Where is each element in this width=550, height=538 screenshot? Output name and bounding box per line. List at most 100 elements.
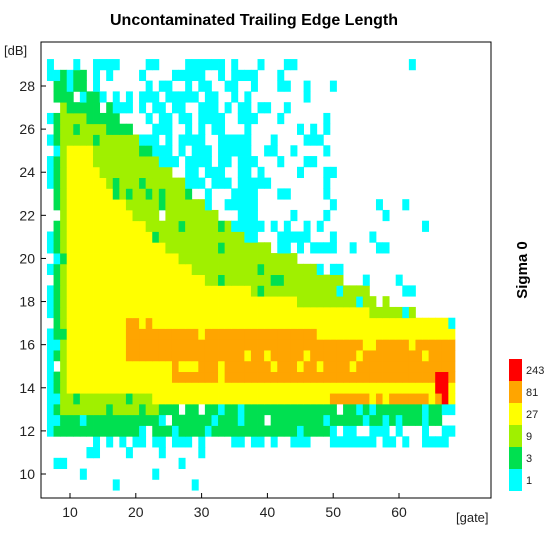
heatmap-cell (290, 231, 298, 243)
heatmap-cell (356, 350, 364, 362)
heatmap-cell (53, 263, 61, 276)
heatmap-cell (73, 350, 81, 362)
heatmap-cell (158, 306, 166, 319)
heatmap-cell (46, 134, 54, 146)
heatmap-cell (277, 242, 285, 254)
heatmap-cell (369, 339, 377, 351)
heatmap-cell (198, 209, 206, 222)
heatmap-cell (119, 145, 127, 157)
heatmap-cell (79, 360, 87, 373)
heatmap-cell (191, 317, 199, 329)
heatmap-cell (191, 253, 199, 265)
heatmap-cell (79, 382, 87, 394)
heatmap-cell (112, 393, 120, 405)
heatmap-cell (297, 382, 304, 394)
heatmap-cell (389, 414, 397, 426)
heatmap-cell (356, 382, 364, 394)
heatmap-cell (389, 328, 397, 340)
heatmap-cell (218, 328, 226, 340)
heatmap-cell (93, 69, 101, 82)
heatmap-cell (448, 328, 456, 340)
heatmap-cell (112, 328, 120, 340)
heatmap-cell (93, 317, 101, 329)
heatmap-cell (112, 199, 120, 211)
x-tick-label: 50 (325, 504, 341, 520)
heatmap-cell (204, 317, 212, 329)
heatmap-cell (165, 123, 173, 135)
heatmap-cell (204, 306, 212, 319)
heatmap-cell (99, 166, 107, 179)
heatmap-cell (93, 199, 101, 211)
heatmap-cell (244, 425, 252, 437)
heatmap-cell (375, 371, 383, 383)
heatmap-cell (211, 112, 219, 125)
heatmap-cell (165, 382, 173, 394)
heatmap-cell (303, 328, 311, 340)
heatmap-cell (112, 188, 120, 200)
heatmap-cell (99, 156, 107, 168)
heatmap-cell (132, 382, 140, 394)
heatmap-cell (73, 156, 81, 168)
heatmap-cell (283, 360, 291, 373)
heatmap-cell (257, 263, 265, 276)
heatmap-cell (270, 145, 278, 157)
heatmap-cell (93, 220, 101, 232)
heatmap-cell (112, 296, 120, 308)
heatmap-cell (112, 414, 120, 426)
heatmap-cell (389, 393, 397, 405)
heatmap-cell (218, 393, 226, 405)
heatmap-cell (250, 360, 258, 373)
heatmap-cell (165, 242, 173, 254)
heatmap-cell (283, 403, 291, 416)
heatmap-cell (178, 436, 186, 448)
heatmap-cell (132, 403, 140, 416)
heatmap-cell (73, 425, 81, 437)
heatmap-cell (198, 199, 206, 211)
heatmap-cell (112, 274, 120, 286)
colorbar-swatch (509, 447, 522, 469)
heatmap-cell (231, 360, 239, 373)
heatmap-cell (250, 317, 258, 329)
heatmap-cell (53, 69, 61, 82)
heatmap-cell (270, 285, 278, 297)
heatmap-cell (441, 436, 449, 448)
heatmap-cell (165, 263, 173, 276)
heatmap-cell (112, 231, 120, 243)
heatmap-cell (237, 274, 245, 286)
heatmap-cell (244, 253, 252, 265)
heatmap-cell (185, 317, 193, 329)
heatmap-cell (185, 253, 193, 265)
heatmap-cell (93, 242, 101, 254)
heatmap-cell (250, 382, 258, 394)
heatmap-cell (257, 350, 265, 362)
heatmap-cell (218, 350, 226, 362)
heatmap-cell (191, 479, 199, 491)
heatmap-cell (316, 339, 324, 351)
heatmap-cell (218, 220, 226, 232)
heatmap-cell (303, 263, 311, 276)
heatmap-cell (145, 156, 153, 168)
heatmap-cell (165, 145, 173, 157)
heatmap-cell (79, 350, 87, 362)
heatmap-cell (93, 112, 101, 125)
heatmap-cell (448, 393, 456, 405)
heatmap-cell (343, 306, 351, 319)
heatmap-cell (362, 403, 370, 416)
heatmap-cell (224, 328, 232, 340)
heatmap-cell (369, 425, 377, 437)
heatmap-cell (257, 177, 265, 189)
heatmap-cell (198, 328, 206, 340)
heatmap-cell (119, 382, 127, 394)
heatmap-cell (73, 69, 81, 82)
heatmap-cell (336, 350, 344, 362)
heatmap-cell (303, 414, 311, 426)
heatmap-cell (125, 382, 133, 394)
heatmap-cell (66, 285, 74, 297)
heatmap-cell (310, 274, 318, 286)
heatmap-cell (191, 414, 199, 426)
heatmap-cell (79, 263, 87, 276)
heatmap-cell (402, 328, 410, 340)
heatmap-cell (145, 274, 153, 286)
heatmap-cell (277, 80, 285, 92)
heatmap-cell (395, 393, 403, 405)
